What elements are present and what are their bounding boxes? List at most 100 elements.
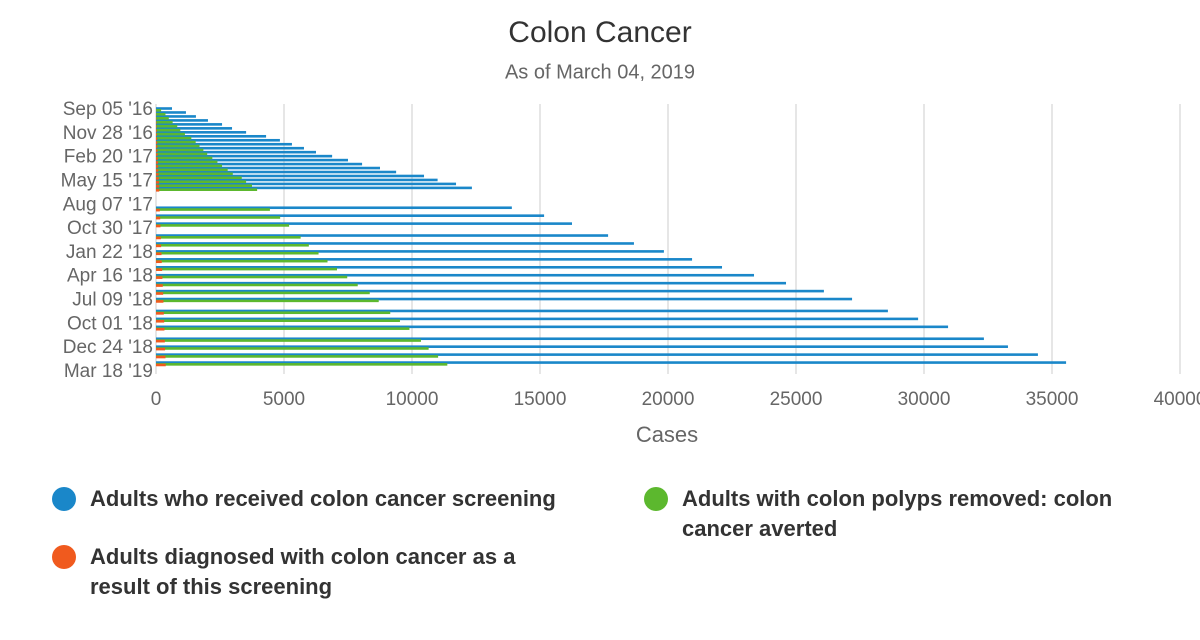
x-tick-label: 30000 — [898, 389, 951, 410]
y-tick-label: Dec 24 '18 — [63, 337, 153, 358]
bar — [156, 111, 186, 114]
bar — [156, 133, 157, 137]
bar — [156, 265, 723, 269]
y-tick-label: Mar 18 '19 — [64, 361, 153, 382]
x-tick-label: 25000 — [770, 389, 823, 410]
bar — [156, 124, 178, 128]
bar — [156, 131, 247, 134]
bar — [156, 297, 853, 301]
x-axis-title: Cases — [636, 422, 698, 447]
bar — [156, 172, 233, 176]
bar — [156, 115, 196, 118]
y-tick-label: May 15 '17 — [61, 170, 153, 191]
legend-marker — [52, 545, 76, 569]
bar — [156, 182, 457, 186]
bar — [156, 161, 159, 164]
legend-item[interactable]: Adults diagnosed with colon cancer as a … — [52, 542, 572, 602]
bar — [156, 154, 333, 158]
bar — [156, 268, 163, 271]
bar — [156, 281, 787, 285]
bar — [156, 309, 888, 313]
y-tick-label: Oct 01 '18 — [67, 313, 153, 334]
y-tick-label: Sep 05 '16 — [63, 99, 153, 120]
bar — [156, 363, 166, 367]
bar — [156, 347, 166, 351]
bar — [156, 121, 157, 125]
bar — [156, 292, 164, 295]
bar — [156, 109, 162, 112]
bar — [156, 258, 693, 261]
bar — [156, 132, 185, 136]
bar — [156, 149, 158, 152]
bar — [156, 222, 572, 225]
bar — [156, 156, 213, 160]
bar — [156, 137, 158, 140]
bar — [156, 165, 159, 168]
bar — [156, 146, 304, 150]
bar — [156, 208, 270, 211]
bar — [156, 224, 161, 228]
chart: Colon Cancer As of March 04, 2019 Cases … — [61, 16, 1200, 447]
bar — [156, 353, 1038, 356]
bar — [156, 184, 252, 188]
bar — [156, 158, 348, 162]
bar — [156, 186, 472, 190]
legend-label: Adults who received colon cancer screeni… — [90, 486, 556, 511]
bar — [156, 216, 161, 220]
legend-label: Adults diagnosed with colon cancer as a … — [90, 544, 516, 599]
y-tick-label: Feb 20 '17 — [64, 147, 153, 168]
bar — [156, 140, 196, 144]
y-tick-label: Aug 07 '17 — [63, 194, 153, 215]
bar — [156, 180, 247, 184]
bar — [156, 162, 363, 166]
bar — [156, 141, 158, 144]
bar — [156, 363, 448, 366]
bar — [156, 300, 164, 303]
bar — [156, 283, 358, 287]
bar — [156, 319, 165, 323]
bar — [156, 216, 281, 219]
bar — [156, 224, 290, 227]
bar — [156, 150, 316, 154]
bar — [156, 317, 919, 321]
bar — [156, 244, 162, 248]
bar — [156, 251, 319, 255]
bar — [156, 242, 634, 245]
bar — [156, 138, 280, 142]
bar — [156, 178, 438, 182]
x-tick-label: 5000 — [263, 389, 305, 410]
bar — [156, 339, 165, 343]
legend-label: Adults with colon polyps removed: colon … — [682, 486, 1113, 541]
bar — [156, 267, 337, 271]
bar — [156, 355, 166, 359]
bar — [156, 125, 157, 129]
bar — [156, 116, 169, 120]
bar — [156, 250, 664, 253]
bar — [156, 145, 158, 148]
bar — [156, 128, 181, 132]
y-tick-label: Oct 30 '17 — [67, 218, 153, 239]
bar — [156, 153, 158, 156]
bar — [156, 276, 163, 279]
bar — [156, 208, 160, 212]
legend-item[interactable]: Adults who received colon cancer screeni… — [52, 484, 612, 514]
bar — [156, 174, 425, 178]
bar — [156, 339, 421, 342]
bar — [156, 134, 267, 138]
chart-subtitle: As of March 04, 2019 — [505, 61, 695, 83]
legend-item[interactable]: Adults with colon polyps removed: colon … — [644, 484, 1174, 544]
chart-title: Colon Cancer — [508, 16, 691, 49]
bar — [156, 214, 545, 217]
bar — [156, 291, 370, 295]
bar — [156, 361, 1067, 364]
bar — [156, 347, 429, 350]
bar — [156, 325, 949, 329]
bar — [156, 236, 301, 239]
bar — [156, 275, 348, 279]
bar — [156, 188, 258, 191]
bar — [156, 289, 824, 293]
bar — [156, 177, 159, 180]
bar — [156, 127, 233, 130]
bar — [156, 259, 328, 263]
